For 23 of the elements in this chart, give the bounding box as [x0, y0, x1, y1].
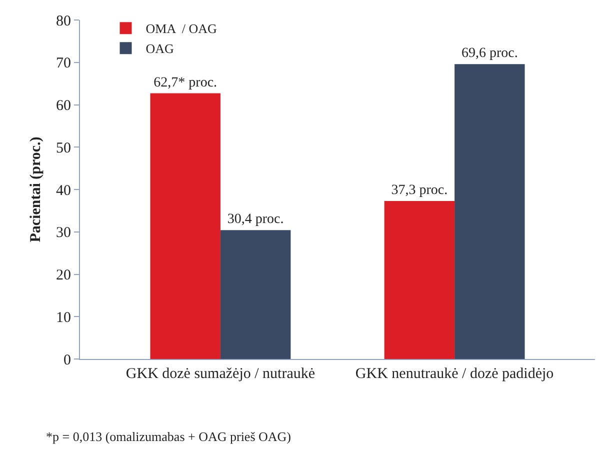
data-label: 30,4 proc. [227, 212, 284, 228]
y-tick-label: 60 [56, 98, 71, 114]
bar [150, 93, 220, 359]
data-label: 62,7* proc. [154, 75, 218, 90]
x-tick-label: GKK nenutraukė / dozė padidėjo [355, 366, 554, 382]
y-tick-label: 30 [56, 225, 71, 242]
y-tick-label: 0 [64, 352, 71, 368]
x-tick-label: GKK dozė sumažėjo / nutraukė [126, 366, 316, 382]
data-label: 69,6 proc. [461, 46, 518, 62]
y-tick-label: 80 [56, 13, 71, 30]
y-tick-label: 70 [56, 56, 71, 72]
y-tick-label: 40 [56, 182, 71, 199]
y-tick-label: 50 [56, 140, 71, 156]
bar [454, 64, 525, 359]
y-tick-label: 20 [56, 268, 71, 284]
data-label: 37,3 proc. [391, 182, 448, 198]
text: *p = 0,013 (omalizumabas + OAG prieš OAG) [46, 429, 292, 444]
bar [384, 200, 455, 359]
bar [220, 230, 291, 359]
y-axis-title: Pacientai (proc.) [28, 136, 44, 242]
y-tick-label: 10 [56, 310, 71, 326]
legend-label: OAG [146, 41, 174, 56]
legend-label: OMA / OAG [146, 21, 217, 36]
